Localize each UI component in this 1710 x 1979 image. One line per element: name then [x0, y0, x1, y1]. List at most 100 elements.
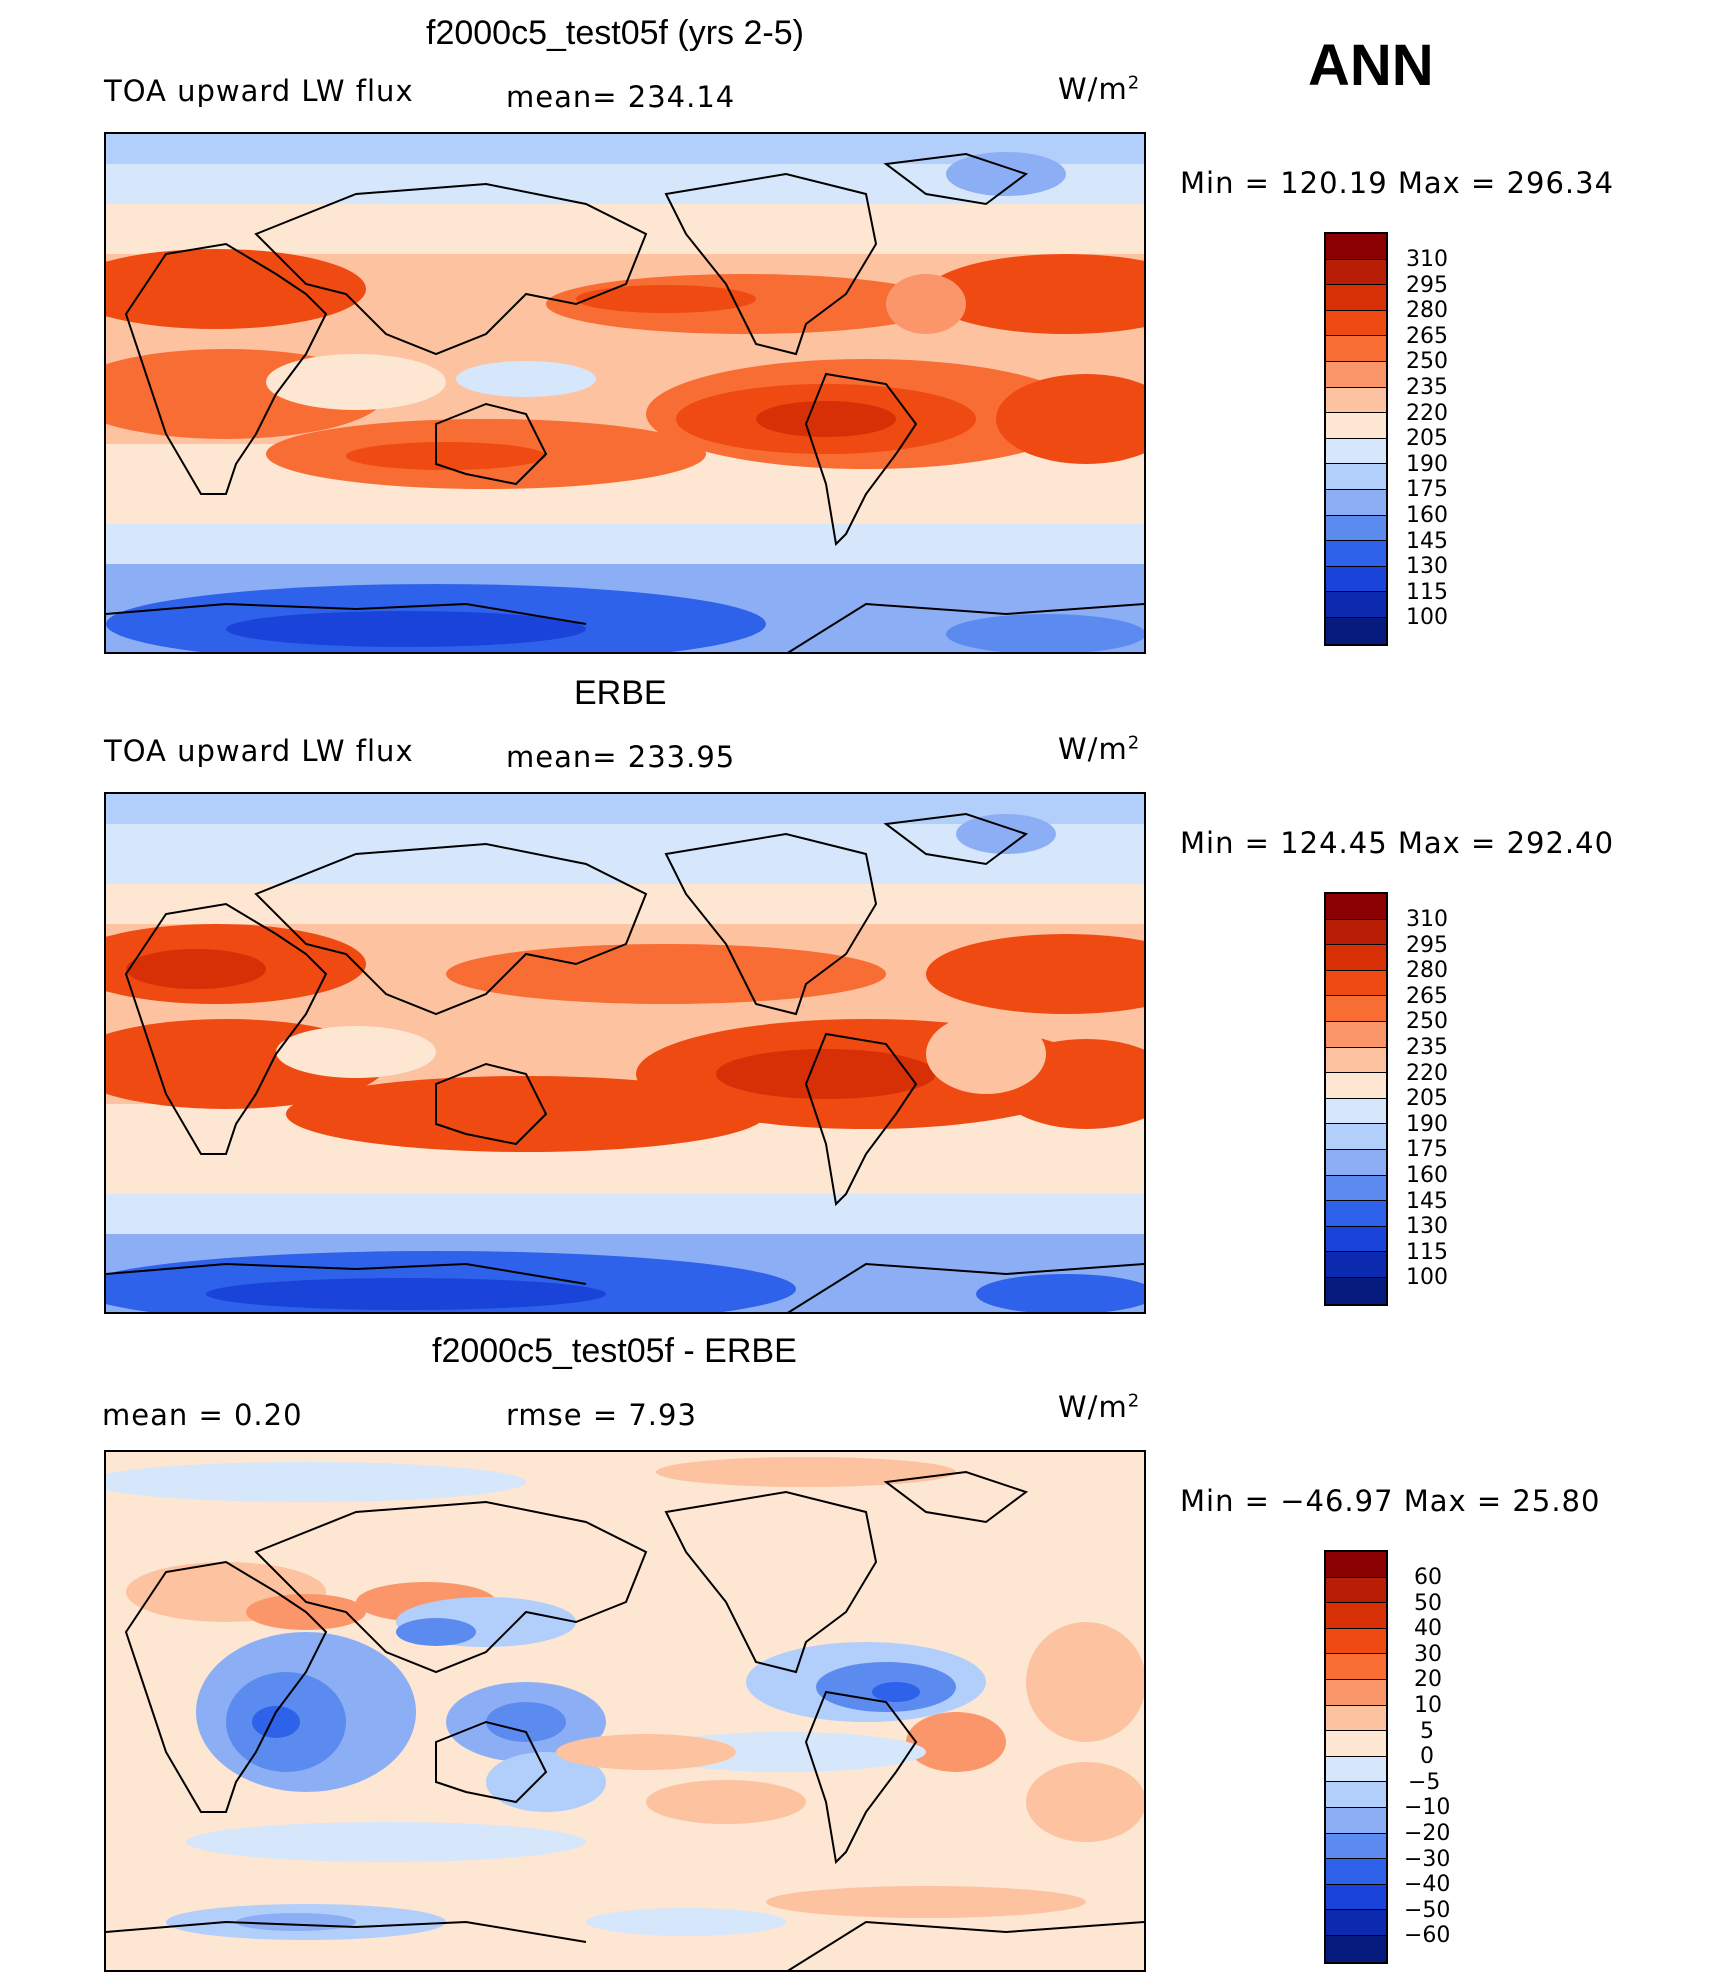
colorbar-swatch [1326, 1149, 1386, 1176]
colorbar-swatch [1326, 464, 1386, 490]
colorbar-tick: 115 [1406, 580, 1448, 605]
colorbar-tick: 50 [1414, 1591, 1442, 1616]
panel-1-title: f2000c5_test05f (yrs 2-5) [426, 14, 804, 52]
colorbar-tick: 100 [1406, 1265, 1448, 1290]
colorbar-tick: 250 [1406, 1009, 1448, 1034]
colorbar-swatch [1326, 361, 1386, 388]
colorbar-swatch [1326, 1277, 1386, 1304]
colorbar-swatch [1326, 1935, 1386, 1962]
colorbar-tick: 190 [1406, 452, 1448, 477]
colorbar-swatch [1326, 1073, 1386, 1099]
colorbar-swatch [1326, 1226, 1386, 1253]
colorbar-swatch [1326, 894, 1386, 920]
colorbar-swatch [1326, 285, 1386, 311]
colorbar-swatch [1326, 1731, 1386, 1757]
colorbar-tick: 10 [1414, 1693, 1442, 1718]
colorbar-swatch [1326, 1654, 1386, 1680]
colorbar-tick: 30 [1414, 1642, 1442, 1667]
colorbar-swatch [1326, 1628, 1386, 1655]
colorbar-tick: 205 [1406, 1086, 1448, 1111]
colorbar-swatch [1326, 489, 1386, 516]
colorbar-tick: 40 [1414, 1616, 1442, 1641]
colorbar-swatch [1326, 1705, 1386, 1732]
colorbar-tick: 190 [1406, 1112, 1448, 1137]
colorbar-tick: 115 [1406, 1240, 1448, 1265]
colorbar-tick: 310 [1406, 247, 1448, 272]
season-label: ANN [1308, 33, 1434, 98]
panel-1-map [104, 132, 1146, 654]
panel-3-title: f2000c5_test05f - ERBE [432, 1332, 797, 1370]
colorbar-tick: 60 [1414, 1565, 1442, 1590]
colorbar-swatch [1326, 1577, 1386, 1604]
colorbar-swatch [1326, 515, 1386, 542]
panel-2-title: ERBE [574, 674, 667, 712]
colorbar-swatch [1326, 617, 1386, 644]
panel-1-mean-label: mean= 234.14 [506, 80, 736, 114]
colorbar-tick: −50 [1404, 1898, 1451, 1923]
panel-2-mean-label: mean= 233.95 [506, 740, 736, 774]
colorbar-swatch [1326, 970, 1386, 997]
colorbar-tick: 250 [1406, 349, 1448, 374]
colorbar-tick: 235 [1406, 1035, 1448, 1060]
colorbar-swatch [1326, 1552, 1386, 1578]
panel-2-map [104, 792, 1146, 1314]
panel-1-min-max: Min = 120.19 Max = 296.34 [1180, 166, 1615, 200]
panel-2-units: W/m2 [1058, 732, 1141, 766]
colorbar-tick: 295 [1406, 933, 1448, 958]
colorbar-swatch [1326, 387, 1386, 414]
colorbar-tick: 160 [1406, 1163, 1448, 1188]
colorbar-swatch [1326, 945, 1386, 971]
colorbar-tick: 20 [1414, 1667, 1442, 1692]
colorbar-swatch [1326, 1047, 1386, 1074]
colorbar-swatch [1326, 541, 1386, 567]
panel-3-mean-label: mean = 0.20 [102, 1398, 303, 1432]
panel-1-colorbar [1324, 232, 1388, 646]
colorbar-tick: −30 [1404, 1847, 1451, 1872]
panel-2-min-max: Min = 124.45 Max = 292.40 [1180, 826, 1615, 860]
colorbar-swatch [1326, 566, 1386, 593]
colorbar-swatch [1326, 1807, 1386, 1834]
panel-3-rmse-label: rmse = 7.93 [506, 1398, 697, 1432]
colorbar-swatch [1326, 1252, 1386, 1278]
colorbar-swatch [1326, 1021, 1386, 1048]
colorbar-tick: 265 [1406, 984, 1448, 1009]
colorbar-swatch [1326, 1175, 1386, 1202]
colorbar-swatch [1326, 1859, 1386, 1885]
colorbar-tick: 205 [1406, 426, 1448, 451]
colorbar-swatch [1326, 259, 1386, 286]
colorbar-tick: −10 [1404, 1795, 1451, 1820]
panel-2-variable-label: TOA upward LW flux [104, 734, 414, 768]
colorbar-swatch [1326, 336, 1386, 362]
colorbar-swatch [1326, 1884, 1386, 1911]
colorbar-tick: 100 [1406, 605, 1448, 630]
colorbar-tick: −40 [1404, 1872, 1451, 1897]
colorbar-tick: −60 [1404, 1923, 1451, 1948]
colorbar-swatch [1326, 1782, 1386, 1808]
colorbar-tick: 175 [1406, 1137, 1448, 1162]
colorbar-tick: −20 [1404, 1821, 1451, 1846]
panel-3-min-max: Min = −46.97 Max = 25.80 [1180, 1484, 1601, 1518]
colorbar-swatch [1326, 234, 1386, 260]
colorbar-tick: 235 [1406, 375, 1448, 400]
colorbar-tick: 310 [1406, 907, 1448, 932]
colorbar-swatch [1326, 1603, 1386, 1629]
colorbar-swatch [1326, 1679, 1386, 1706]
panel-1-variable-label: TOA upward LW flux [104, 74, 414, 108]
colorbar-tick: −5 [1408, 1770, 1441, 1795]
colorbar-tick: 130 [1406, 1214, 1448, 1239]
panel-3-map [104, 1450, 1146, 1972]
colorbar-tick: 0 [1420, 1744, 1434, 1769]
colorbar-tick: 5 [1420, 1719, 1434, 1744]
panel-3-colorbar [1324, 1550, 1388, 1964]
colorbar-tick: 280 [1406, 958, 1448, 983]
colorbar-swatch [1326, 1124, 1386, 1150]
colorbar-tick: 265 [1406, 324, 1448, 349]
colorbar-tick: 295 [1406, 273, 1448, 298]
colorbar-swatch [1326, 919, 1386, 946]
colorbar-tick: 220 [1406, 1061, 1448, 1086]
colorbar-swatch [1326, 1098, 1386, 1125]
colorbar-tick: 145 [1406, 1189, 1448, 1214]
colorbar-swatch [1326, 438, 1386, 465]
colorbar-swatch [1326, 1910, 1386, 1936]
colorbar-swatch [1326, 413, 1386, 439]
